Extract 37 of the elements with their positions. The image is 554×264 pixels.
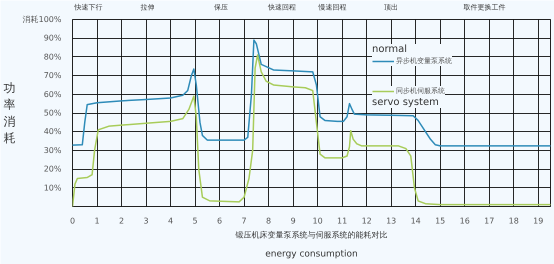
x-tick-label: 15 xyxy=(435,216,446,226)
y-tick-label: 70% xyxy=(44,71,62,80)
line-series xyxy=(72,39,550,147)
x-tick-label: 19 xyxy=(533,216,544,226)
x-tick-label: 11 xyxy=(337,216,348,226)
y-tick-label: 30% xyxy=(44,146,62,155)
x-tick-label: 7 xyxy=(242,216,247,226)
x-tick-label: 14 xyxy=(410,216,421,226)
y-tick-label: 消耗100% xyxy=(22,15,62,24)
x-tick-label: 9 xyxy=(290,216,296,226)
annotation: normal xyxy=(372,44,408,55)
x-tick-label: 17 xyxy=(484,216,494,226)
x-tick-label: 6 xyxy=(217,216,222,226)
x-tick-label: 4 xyxy=(168,216,174,226)
x-tick-label: 8 xyxy=(266,216,272,226)
y-tick-label: 80% xyxy=(44,52,62,62)
y-tick-label: 40% xyxy=(44,127,62,136)
x-tick-label: 2 xyxy=(118,216,124,226)
y-tick-label: 50% xyxy=(44,108,62,118)
y-tick-label: 10% xyxy=(44,183,62,192)
x-tick-label: 18 xyxy=(508,216,519,226)
line-series xyxy=(72,54,550,206)
x-tick-label: 5 xyxy=(192,216,198,226)
y-axis-title: 功率消耗 xyxy=(4,80,16,146)
x-tick-label: 13 xyxy=(386,216,396,226)
x-tick-label: 1 xyxy=(94,216,100,226)
x-tick-label: 0 xyxy=(70,216,76,226)
x-tick-label: 10 xyxy=(312,216,323,226)
x-tick-label: 3 xyxy=(143,216,149,226)
x-tick-label: 12 xyxy=(362,216,372,226)
y-tick-label: 20% xyxy=(44,164,62,174)
text: energy consumption xyxy=(265,250,358,260)
x-tick-label: 16 xyxy=(460,216,470,226)
y-tick-label: 90% xyxy=(44,34,62,43)
x-axis-title: 锻压机床变量泵系统与伺服系统的能耗对比 xyxy=(234,230,388,240)
annotation: servo system xyxy=(372,97,440,108)
y-tick-label: 60% xyxy=(44,90,62,99)
